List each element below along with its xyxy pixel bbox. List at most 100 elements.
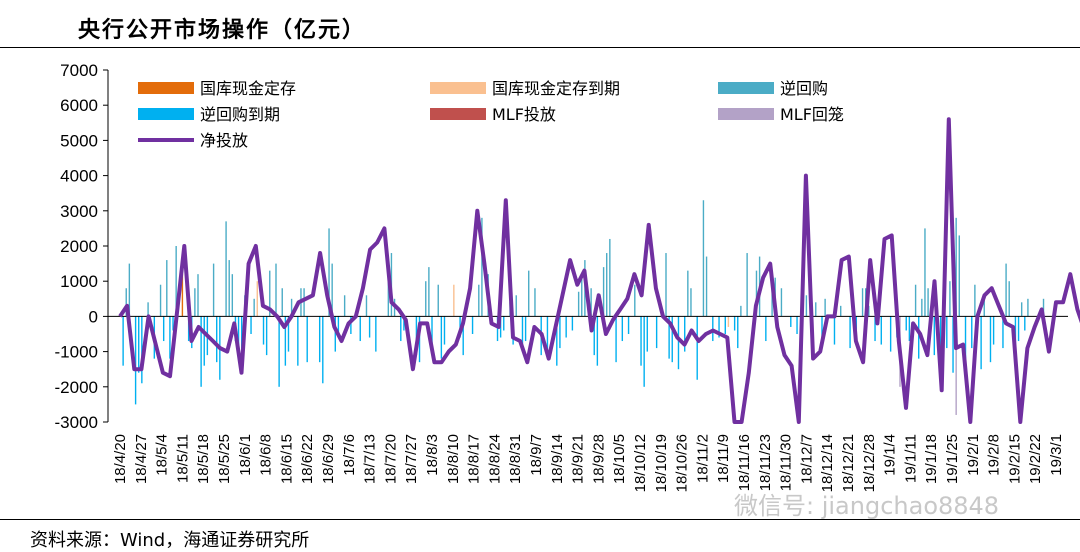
bar-2 xyxy=(958,235,960,317)
bar-2 xyxy=(924,228,926,317)
bar-2 xyxy=(303,288,305,317)
bar-3 xyxy=(287,316,290,352)
bar-2 xyxy=(1008,281,1010,317)
bar-2 xyxy=(949,281,951,317)
watermark: 微信号: jiangchao8848 xyxy=(734,492,1000,520)
bar-2 xyxy=(328,228,330,317)
bar-3 xyxy=(971,316,973,349)
bar-3 xyxy=(796,316,798,334)
bar-2 xyxy=(927,288,929,317)
x-tick-label: 18/8/31 xyxy=(507,434,524,484)
bar-2 xyxy=(606,253,608,317)
x-tick-label: 19/2/22 xyxy=(1027,434,1044,484)
x-tick-label: 18/6/29 xyxy=(320,434,337,484)
bar-3 xyxy=(138,316,140,373)
bar-3 xyxy=(565,316,567,338)
bar-3 xyxy=(874,316,876,342)
legend-label: 净投放 xyxy=(200,131,248,150)
y-tick-label: 0 xyxy=(89,307,98,326)
bar-2 xyxy=(428,267,430,317)
bar-2 xyxy=(225,221,227,317)
bar-3 xyxy=(250,316,252,334)
bar-3 xyxy=(880,316,882,345)
x-tick-label: 18/9/21 xyxy=(570,434,587,484)
bar-3 xyxy=(284,316,287,366)
x-tick-label: 18/7/6 xyxy=(341,434,358,476)
bar-3 xyxy=(350,316,352,334)
bar-1 xyxy=(453,284,455,317)
bar-2 xyxy=(702,200,705,317)
x-tick-label: 18/5/4 xyxy=(154,434,171,476)
x-tick-label: 18/7/27 xyxy=(403,434,420,484)
x-tick-label: 18/7/20 xyxy=(382,434,399,484)
bar-3 xyxy=(790,316,792,327)
y-tick-label: -2000 xyxy=(55,378,98,397)
x-tick-label: 19/1/25 xyxy=(944,434,961,484)
x-tick-label: 18/11/30 xyxy=(778,434,795,491)
bar-3 xyxy=(265,316,268,356)
bar-2 xyxy=(690,288,692,317)
bar-3 xyxy=(556,316,558,366)
bar-3 xyxy=(524,316,527,342)
bar-3 xyxy=(640,316,642,366)
bar-2 xyxy=(534,288,536,317)
bar-3 xyxy=(262,316,265,345)
bar-3 xyxy=(237,316,240,352)
legend-swatch xyxy=(718,82,774,94)
bar-2 xyxy=(331,263,333,317)
x-tick-label: 18/6/8 xyxy=(258,434,275,476)
bar-2 xyxy=(740,305,742,317)
bar-2 xyxy=(343,295,346,317)
bar-3 xyxy=(989,316,992,363)
x-tick-label: 19/2/15 xyxy=(1006,434,1023,484)
x-tick-label: 18/12/14 xyxy=(819,434,836,492)
net-line-layer xyxy=(118,117,1080,424)
x-tick-label: 18/11/16 xyxy=(736,434,753,491)
bar-2 xyxy=(515,295,517,317)
x-tick-label: 19/1/18 xyxy=(923,434,940,484)
bar-3 xyxy=(724,316,726,334)
bar-3 xyxy=(172,316,174,331)
bar-3 xyxy=(627,316,630,334)
bar-3 xyxy=(359,316,361,342)
x-tick-label: 19/1/11 xyxy=(902,434,919,483)
bar-3 xyxy=(655,316,658,349)
bar-2 xyxy=(840,305,842,317)
bar-3 xyxy=(980,316,982,370)
bar-layer xyxy=(122,200,1045,415)
bar-2 xyxy=(125,288,127,317)
x-tick-label: 18/9/14 xyxy=(549,434,566,484)
bar-3 xyxy=(546,316,549,359)
bar-3 xyxy=(677,316,680,370)
bar-3 xyxy=(240,316,243,359)
bar-3 xyxy=(334,316,336,352)
bar-3 xyxy=(696,316,698,380)
bar-1 xyxy=(727,316,730,327)
bar-2 xyxy=(212,263,215,317)
bar-3 xyxy=(337,316,340,338)
bar-2 xyxy=(365,295,368,317)
bar-3 xyxy=(162,316,165,342)
bar-3 xyxy=(462,316,464,356)
bar-2 xyxy=(914,284,917,317)
bar-3 xyxy=(821,316,823,342)
x-tick-label: 18/8/17 xyxy=(466,434,483,484)
x-tick-label: 18/9/28 xyxy=(590,434,607,484)
bar-2 xyxy=(481,217,483,317)
bar-3 xyxy=(200,316,202,387)
bar-3 xyxy=(593,316,595,356)
bar-2 xyxy=(746,253,748,317)
bar-2 xyxy=(824,298,826,317)
bar-2 xyxy=(955,217,957,317)
title-rule xyxy=(0,47,1080,48)
bar-3 xyxy=(203,316,205,366)
x-tick-label: 19/2/1 xyxy=(965,434,982,476)
bar-2 xyxy=(634,284,636,317)
source-note: 资料来源：Wind，海通证券研究所 xyxy=(30,530,310,551)
bar-2 xyxy=(197,274,199,317)
bar-3 xyxy=(939,316,942,363)
bar-3 xyxy=(952,316,954,373)
x-tick-label: 18/5/25 xyxy=(216,434,233,484)
